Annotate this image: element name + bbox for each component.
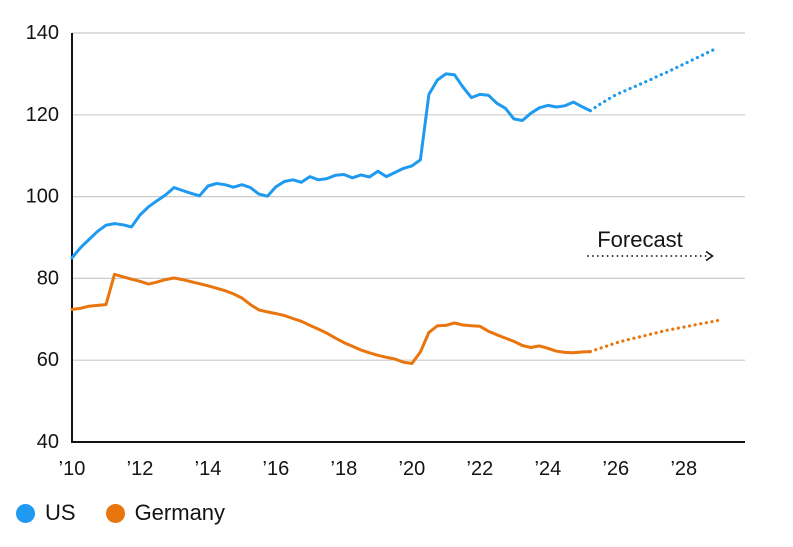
x-tick-label: ’20 <box>399 458 426 480</box>
chart-legend: US Germany <box>16 501 225 525</box>
y-tick-label: 60 <box>37 349 59 371</box>
y-tick-label: 80 <box>37 267 59 289</box>
x-tick-label: ’16 <box>263 458 290 480</box>
x-tick-label: ’28 <box>670 458 697 480</box>
series-line-germany <box>70 272 592 365</box>
series-line-us <box>70 72 592 260</box>
x-tick-label: ’26 <box>602 458 629 480</box>
y-tick-label: 100 <box>26 186 59 208</box>
legend-item-germany: Germany <box>105 500 226 525</box>
x-tick-label: ’18 <box>331 458 358 480</box>
series-forecast-line-us <box>588 46 720 113</box>
y-tick-label: 120 <box>26 104 59 126</box>
series-forecast-line-germany <box>588 318 720 354</box>
forecast-arrowhead-icon <box>705 250 714 262</box>
germany-series-dot-icon <box>105 503 125 523</box>
x-tick-label: ’24 <box>535 458 562 480</box>
x-tick-label: ’22 <box>467 458 494 480</box>
x-tick-label: ’10 <box>59 458 86 480</box>
us-legend-label: US <box>45 500 76 525</box>
y-tick-label: 40 <box>37 431 59 453</box>
forecast-label: Forecast <box>597 227 683 252</box>
x-tick-label: ’12 <box>127 458 154 480</box>
y-tick-label: 140 <box>26 22 59 44</box>
x-tick-label: ’14 <box>195 458 222 480</box>
germany-legend-label: Germany <box>134 500 226 525</box>
us-series-dot-icon <box>16 503 35 523</box>
legend-item-us: US <box>16 501 76 525</box>
